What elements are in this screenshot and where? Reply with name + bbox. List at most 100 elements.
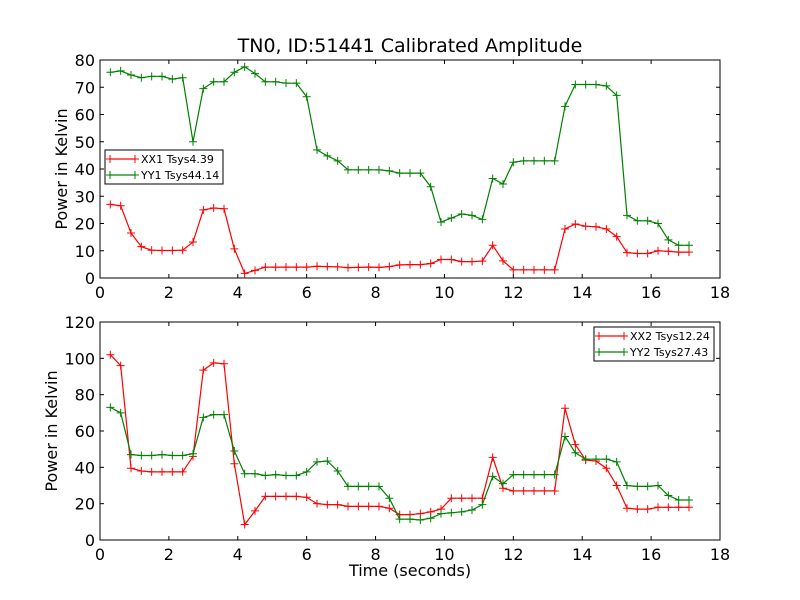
data-point xyxy=(168,467,177,476)
data-point xyxy=(137,451,146,460)
x-tick-label: 18 xyxy=(710,283,730,302)
data-point xyxy=(540,265,549,274)
data-point xyxy=(251,506,259,515)
data-point xyxy=(643,505,652,514)
data-point xyxy=(509,265,518,274)
x-tick-label: 4 xyxy=(233,545,243,564)
y-tick-label: 10 xyxy=(75,242,95,261)
data-point xyxy=(674,503,683,512)
data-point xyxy=(302,92,311,101)
data-point xyxy=(158,467,166,476)
x-tick-label: 12 xyxy=(503,283,523,302)
data-point xyxy=(261,492,270,501)
data-point xyxy=(364,502,373,511)
data-point xyxy=(354,165,363,174)
y-tick-label: 20 xyxy=(75,495,95,514)
data-point xyxy=(561,224,569,233)
data-point xyxy=(416,260,425,269)
data-point xyxy=(561,404,569,413)
data-point xyxy=(664,235,673,244)
x-tick-label: 16 xyxy=(641,545,661,564)
data-point xyxy=(302,263,311,272)
x-tick-label: 6 xyxy=(302,283,312,302)
data-point xyxy=(437,509,445,518)
legend-marker xyxy=(106,155,139,163)
data-point xyxy=(344,502,352,511)
data-point xyxy=(395,260,404,269)
data-point xyxy=(561,102,569,111)
y-tick-label: 100 xyxy=(64,349,95,368)
data-point xyxy=(488,241,497,250)
data-point xyxy=(261,263,270,272)
data-point xyxy=(550,470,559,479)
data-point xyxy=(220,410,228,419)
legend-marker xyxy=(595,332,628,340)
data-point xyxy=(209,410,218,419)
data-point xyxy=(344,165,352,174)
data-point xyxy=(282,471,290,480)
data-point xyxy=(664,247,673,256)
y-axis-label: Power in Kelvin xyxy=(42,370,61,491)
data-point xyxy=(468,257,476,266)
data-point xyxy=(509,486,518,495)
data-point xyxy=(447,494,456,503)
data-point xyxy=(468,494,476,503)
data-point xyxy=(137,466,146,475)
data-point xyxy=(364,263,373,272)
data-point xyxy=(633,249,642,258)
y-tick-label: 60 xyxy=(75,422,95,441)
data-point xyxy=(530,470,538,479)
data-point xyxy=(313,499,321,508)
bottom-panel: 0 2 4 6 8 10 12 14 16 18 0 20 40 60 80 100 120 Power in K… xyxy=(42,313,730,580)
data-point xyxy=(168,75,177,84)
data-point xyxy=(127,70,135,79)
data-point xyxy=(375,165,383,174)
data-point xyxy=(488,453,497,462)
data-point xyxy=(643,249,652,258)
data-point xyxy=(333,500,342,509)
x-tick-label: 12 xyxy=(503,545,523,564)
data-point xyxy=(468,506,476,515)
data-point xyxy=(137,242,146,251)
top-panel: 0 2 4 6 8 10 12 14 16 18 0 10 20 30 40 50 60 70 80 Power in… xyxy=(52,51,730,302)
x-tick-label: 8 xyxy=(370,545,380,564)
data-point xyxy=(602,464,611,473)
x-tick-label: 10 xyxy=(434,545,454,564)
data-point xyxy=(230,68,239,77)
data-point xyxy=(623,481,631,490)
data-point xyxy=(571,440,580,449)
data-point xyxy=(240,520,249,529)
data-point xyxy=(230,446,239,455)
data-point xyxy=(271,470,280,479)
x-axis-label: Time (seconds) xyxy=(348,561,471,580)
data-point xyxy=(147,467,156,476)
data-point xyxy=(271,492,280,501)
data-point xyxy=(385,166,394,175)
data-point xyxy=(654,246,662,255)
data-point xyxy=(426,514,435,523)
data-point xyxy=(395,169,404,178)
data-point xyxy=(437,218,445,227)
data-point xyxy=(478,215,487,224)
data-point xyxy=(158,450,166,459)
x-tick-label: 4 xyxy=(233,283,243,302)
data-point xyxy=(488,472,497,481)
x-tick-label: 2 xyxy=(164,283,174,302)
data-point xyxy=(426,182,435,191)
data-point xyxy=(168,246,177,255)
data-point xyxy=(333,262,342,271)
data-point xyxy=(685,496,693,505)
data-point xyxy=(313,457,321,466)
data-point xyxy=(127,450,135,459)
data-point xyxy=(519,470,528,479)
data-point xyxy=(323,500,332,509)
data-point xyxy=(178,451,187,460)
y-tick-label: 80 xyxy=(75,51,95,70)
data-point xyxy=(385,504,394,513)
data-point xyxy=(581,80,590,89)
x-tick-label: 0 xyxy=(95,545,105,564)
data-point xyxy=(550,265,559,274)
data-point xyxy=(168,451,177,460)
data-point xyxy=(178,246,187,255)
